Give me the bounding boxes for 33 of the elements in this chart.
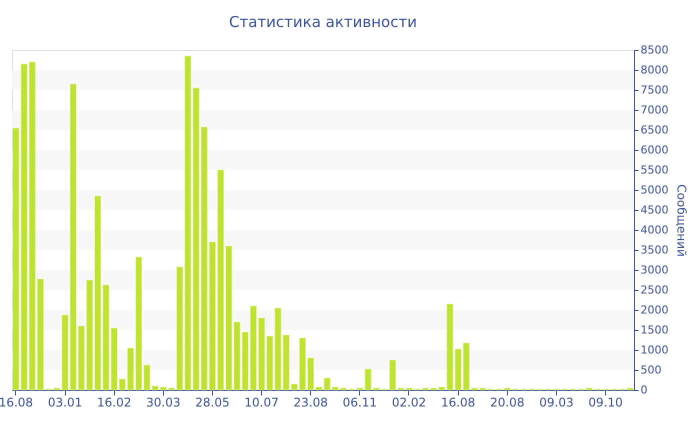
x-tick-label: 30.03 — [146, 396, 180, 410]
y-tick-label: 4500 — [640, 204, 668, 216]
y-axis-title: Сообщений — [674, 184, 688, 257]
y-tick-label: 5000 — [640, 184, 668, 196]
x-tick-label: 02.02 — [392, 396, 426, 410]
y-tick-label: 3000 — [640, 264, 668, 276]
x-tick-label: 03.01 — [48, 396, 82, 410]
y-tick-label: 7000 — [640, 104, 668, 116]
x-tick-label: 16.08 — [440, 396, 476, 410]
y-tick-label: 0 — [640, 384, 648, 396]
y-tick-label: 3500 — [640, 244, 668, 256]
x-tick-label: 09.10 — [588, 396, 623, 410]
y-tick-label: 8500 — [640, 44, 668, 56]
x-tick-label: 23.08 — [294, 396, 328, 410]
y-tick-label: 6000 — [640, 144, 668, 156]
y-tick-label: 500 — [640, 364, 662, 376]
y-tick-label: 2000 — [640, 304, 668, 316]
x-tick-label: 16.08 — [0, 396, 34, 410]
x-tick-label: 20.08 — [490, 396, 524, 410]
y-tick-label: 1500 — [640, 324, 668, 336]
x-tick-label: 16.02 — [96, 396, 132, 410]
y-tick-label: 5500 — [640, 164, 668, 176]
x-tick-label: 09.03 — [539, 396, 574, 410]
x-tick-label: 10.07 — [244, 396, 279, 410]
y-tick-label: 7500 — [640, 84, 668, 96]
y-tick-label: 8000 — [640, 64, 668, 76]
y-tick-label: 6500 — [640, 124, 668, 136]
x-tick-label: 28.05 — [195, 396, 230, 410]
y-tick-label: 4000 — [640, 224, 668, 236]
y-tick-label: 2500 — [640, 284, 668, 296]
chart-title: Статистика активности — [229, 13, 417, 31]
y-tick-label: 1000 — [640, 344, 668, 356]
x-tick-label: 06.11 — [342, 396, 378, 410]
